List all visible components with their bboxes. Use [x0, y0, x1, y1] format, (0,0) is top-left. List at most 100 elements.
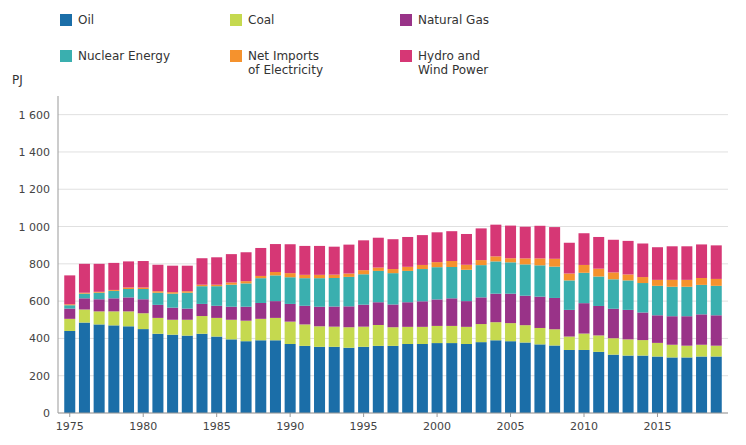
- text-line: Hydro and: [418, 49, 480, 63]
- bar-segment: [446, 326, 457, 343]
- legend: OilCoalNatural GasNuclear EnergyNet Impo…: [60, 13, 489, 77]
- grid: [58, 115, 728, 413]
- bar-segment: [476, 342, 487, 413]
- bar-segment: [549, 345, 560, 413]
- bar-segment: [64, 319, 75, 331]
- legend-swatch: [230, 14, 242, 26]
- bar-segment: [608, 240, 619, 273]
- bar-segment: [270, 340, 281, 413]
- bar-segment: [270, 275, 281, 301]
- bar-segment: [343, 327, 354, 348]
- bar-segment: [358, 347, 369, 413]
- bar-segment: [696, 278, 707, 285]
- bar-segment: [123, 311, 134, 326]
- bar-segment: [564, 280, 575, 309]
- bar-segment: [637, 312, 648, 340]
- bar-segment: [608, 272, 619, 279]
- bar-segment: [167, 320, 178, 335]
- bar-segment: [623, 280, 634, 309]
- x-tick: [584, 413, 585, 417]
- bar-segment: [432, 326, 443, 343]
- x-tick-label: 2005: [497, 420, 525, 433]
- x-tick-label: 2000: [423, 420, 451, 433]
- bar-segment: [623, 356, 634, 413]
- bar-segment: [520, 227, 531, 259]
- bar-segment: [578, 233, 589, 265]
- x-tick-label: 1990: [276, 420, 304, 433]
- bar-segment: [623, 310, 634, 339]
- bar-segment: [564, 243, 575, 274]
- bar-segment: [564, 337, 575, 350]
- bar-segment: [549, 259, 560, 267]
- bar-segment: [79, 264, 90, 293]
- y-axis-label: PJ: [12, 73, 23, 87]
- bar-segment: [211, 257, 222, 284]
- bar-segment: [387, 269, 398, 273]
- bar-segment: [505, 323, 516, 341]
- bar-segment: [64, 275, 75, 304]
- x-tick-label: 1985: [203, 420, 231, 433]
- bar-segment: [667, 345, 678, 358]
- bar-segment: [637, 356, 648, 413]
- bar-segment: [593, 352, 604, 413]
- x-axis: 197519801985199019952000200520102015: [56, 413, 728, 433]
- bar-segment: [446, 343, 457, 413]
- bar-segment: [667, 287, 678, 316]
- bar-segment: [211, 306, 222, 318]
- bar-segment: [402, 302, 413, 327]
- bar-segment: [387, 327, 398, 346]
- bar-segment: [167, 294, 178, 308]
- bar-segment: [711, 286, 722, 315]
- legend-label: Oil: [78, 13, 94, 27]
- bar-segment: [299, 278, 310, 306]
- bar-segment: [167, 335, 178, 413]
- bar-segment: [667, 280, 678, 287]
- y-tick-label: 1 600: [19, 109, 51, 122]
- bar-segment: [711, 279, 722, 286]
- bar-segment: [255, 248, 266, 276]
- bar-segment: [108, 298, 119, 311]
- bar-segment: [182, 336, 193, 413]
- bar-segment: [79, 294, 90, 299]
- bar-segment: [387, 304, 398, 327]
- bar-segment: [314, 347, 325, 413]
- bar-segment: [387, 239, 398, 269]
- bar-segment: [196, 334, 207, 413]
- background: [0, 0, 746, 445]
- bar-segment: [255, 340, 266, 413]
- bar-segment: [417, 269, 428, 301]
- bar-segment: [226, 339, 237, 413]
- bar-segment: [255, 276, 266, 278]
- bar-segment: [476, 228, 487, 260]
- bar-segment: [432, 232, 443, 262]
- bar-segment: [241, 281, 252, 283]
- bar-segment: [446, 231, 457, 261]
- bar-segment: [94, 264, 105, 292]
- bar-segment: [696, 244, 707, 278]
- bar-segment: [564, 310, 575, 337]
- x-tick: [657, 413, 658, 417]
- grid-line: [58, 114, 728, 115]
- bar-segment: [490, 294, 501, 323]
- bar-segment: [490, 322, 501, 340]
- bar-segment: [358, 270, 369, 274]
- bar-segment: [623, 241, 634, 275]
- bar-segment: [138, 329, 149, 413]
- legend-label: Coal: [248, 13, 274, 27]
- bar-segment: [534, 344, 545, 413]
- bar-segment: [226, 254, 237, 282]
- bar-segment: [432, 262, 443, 267]
- bar-segment: [505, 294, 516, 323]
- bar-segment: [196, 285, 207, 286]
- y-tick-label: 0: [43, 407, 50, 420]
- bar-segment: [358, 240, 369, 270]
- bar-segment: [64, 309, 75, 319]
- bar-segment: [578, 303, 589, 333]
- bar-segment: [667, 357, 678, 413]
- bar-segment: [226, 320, 237, 340]
- bar-segment: [520, 343, 531, 413]
- bar-segment: [681, 357, 692, 413]
- bar-segment: [211, 285, 222, 286]
- bar-segment: [534, 258, 545, 265]
- bar-segment: [667, 316, 678, 345]
